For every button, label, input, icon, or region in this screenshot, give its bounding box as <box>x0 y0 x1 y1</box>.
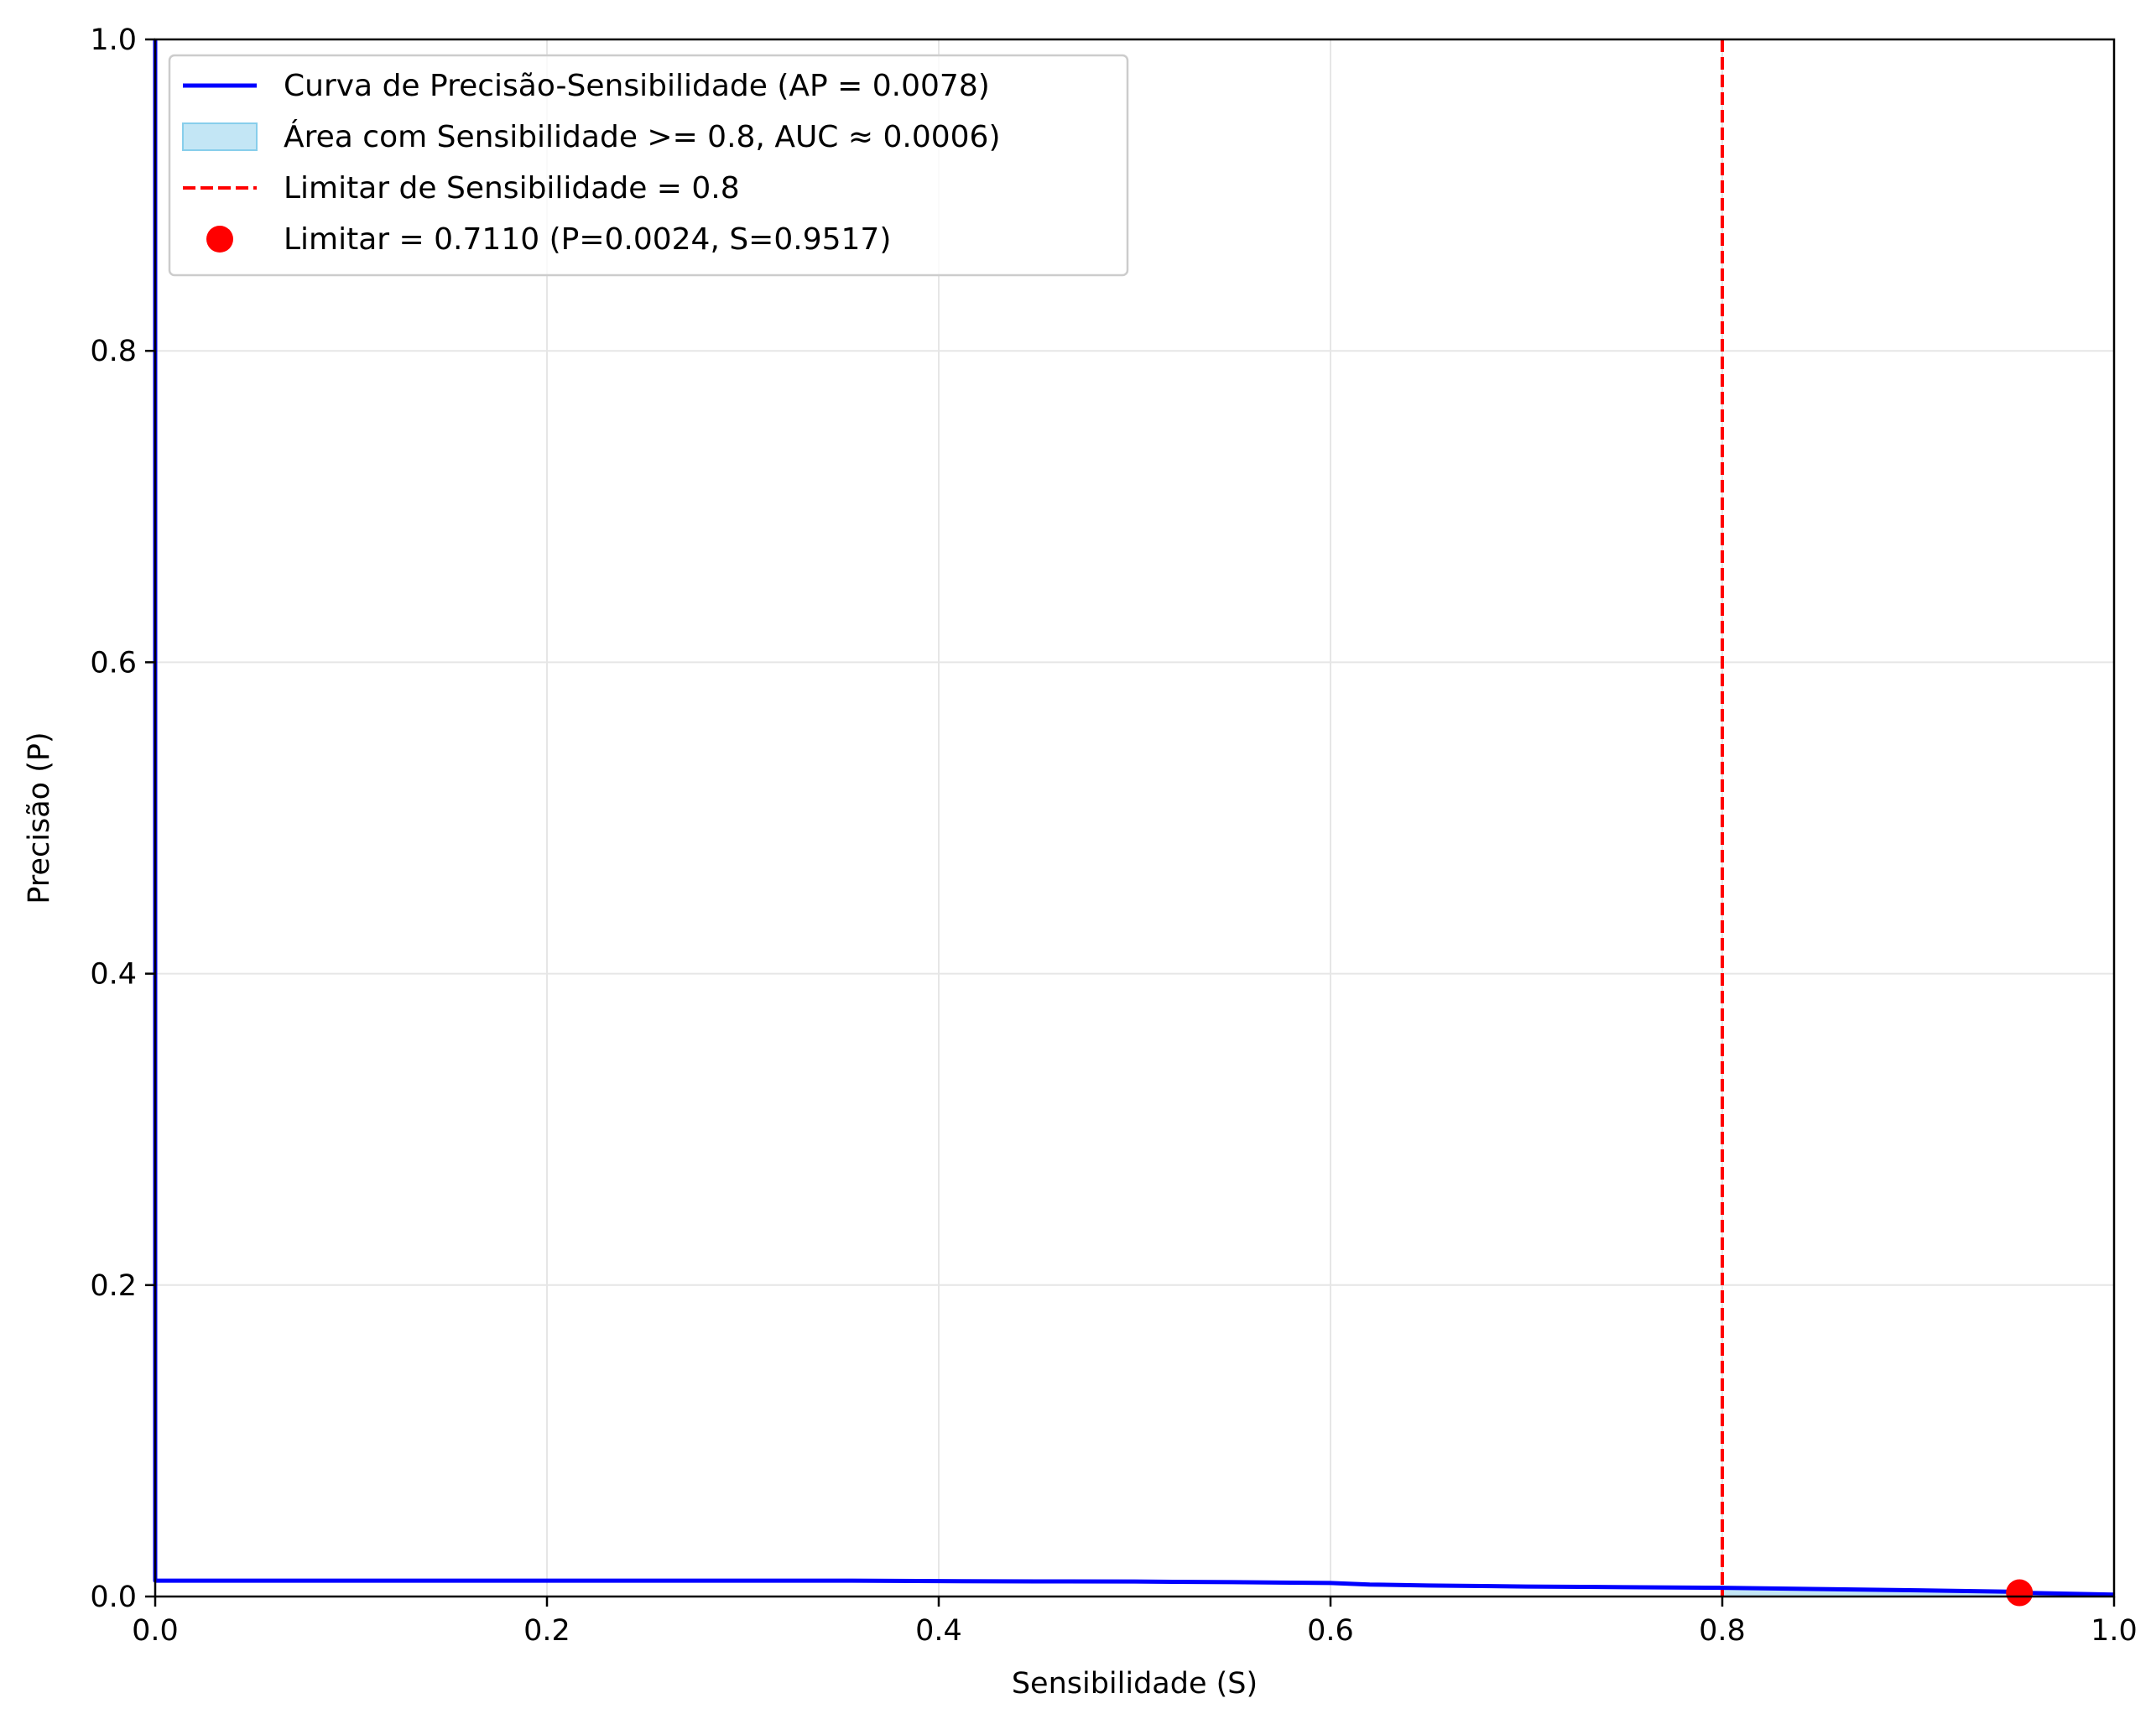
y-tick-label: 0.6 <box>90 646 137 680</box>
threshold-point <box>2006 1579 2034 1607</box>
legend: Curva de Precisão-Sensibilidade (AP = 0.… <box>168 54 1129 277</box>
y-tick-label: 1.0 <box>90 23 137 57</box>
legend-label: Limitar de Sensibilidade = 0.8 <box>284 171 740 206</box>
y-tick-label: 0.2 <box>90 1269 137 1303</box>
x-axis-ticks: 0.0 0.2 0.4 0.6 0.8 1.0 <box>132 1597 2138 1648</box>
plot-frame <box>154 38 2116 1598</box>
y-tick-label: 0.4 <box>90 958 137 992</box>
legend-handle-marker <box>206 226 233 253</box>
grid <box>154 39 2115 1597</box>
y-axis-label: Precisão (P) <box>23 732 56 904</box>
legend-box <box>168 54 1129 277</box>
x-tick-label: 0.4 <box>915 1614 962 1648</box>
y-tick-label: 0.8 <box>90 335 137 368</box>
x-tick-label: 0.6 <box>1307 1614 1354 1648</box>
legend-handle-patch <box>182 122 258 151</box>
x-tick-label: 1.0 <box>2091 1614 2138 1648</box>
x-axis-label: Sensibilidade (S) <box>1012 1667 1258 1701</box>
threshold-point-group <box>2006 1579 2034 1607</box>
x-tick-label: 0.8 <box>1699 1614 1746 1648</box>
legend-label: Área com Sensibilidade >= 0.8, AUC ≈ 0.0… <box>284 119 1001 154</box>
x-tick-label: 0.2 <box>523 1614 570 1648</box>
series-line <box>153 39 2115 1597</box>
y-tick-label: 0.0 <box>90 1581 137 1614</box>
x-tick-label: 0.0 <box>132 1614 179 1648</box>
series-group <box>153 39 2115 1597</box>
legend-label: Limitar = 0.7110 (P=0.0024, S=0.9517) <box>284 222 891 257</box>
y-axis-ticks: 0.0 0.2 0.4 0.6 0.8 1.0 <box>90 23 155 1614</box>
legend-label: Curva de Precisão-Sensibilidade (AP = 0.… <box>284 69 990 103</box>
